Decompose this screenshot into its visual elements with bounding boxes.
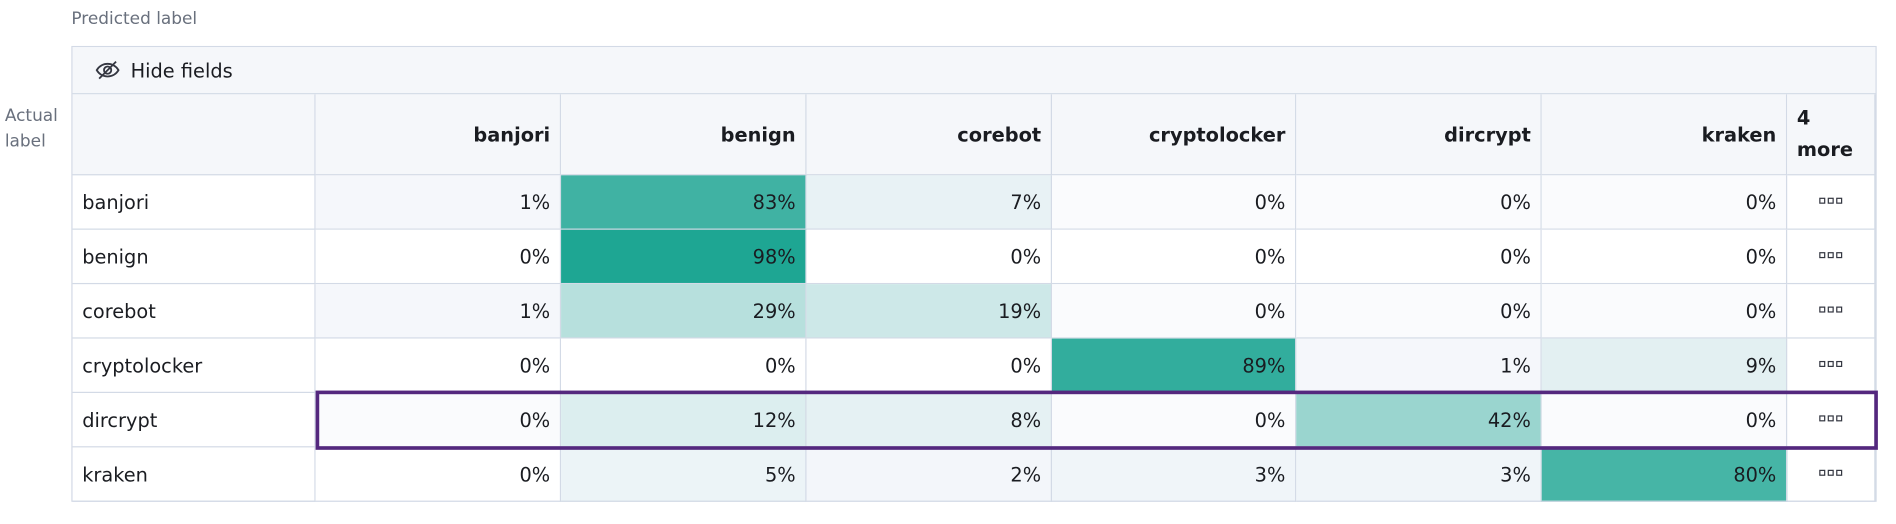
matrix-cell: 0%: [315, 338, 562, 393]
matrix-cell: 89%: [1052, 338, 1297, 393]
row-label: cryptolocker: [72, 338, 316, 393]
row-label: dircrypt: [72, 392, 316, 448]
row-actions[interactable]: [1787, 229, 1876, 285]
matrix-cell: 0%: [806, 229, 1053, 285]
row-label: banjori: [72, 175, 316, 230]
matrix-cell: 1%: [315, 175, 562, 230]
matrix-cell: 29%: [561, 284, 807, 339]
matrix-cell: 3%: [1052, 447, 1297, 502]
header-cell: [72, 94, 316, 176]
matrix-cell: 80%: [1541, 447, 1788, 502]
eye-closed-icon: [95, 61, 120, 80]
column-header[interactable]: dircrypt: [1296, 94, 1542, 176]
ellipsis-icon: [1819, 197, 1843, 204]
matrix-cell: 0%: [315, 229, 562, 285]
matrix-cell: 0%: [1541, 229, 1788, 285]
toolbar: Hide fields: [72, 47, 1876, 95]
matrix-cell: 7%: [806, 175, 1053, 230]
matrix-cell: 2%: [806, 447, 1053, 502]
matrix-cell: 1%: [1296, 338, 1542, 393]
column-header[interactable]: banjori: [315, 94, 562, 176]
column-header[interactable]: benign: [561, 94, 807, 176]
matrix-cell: 83%: [561, 175, 807, 230]
matrix-cell: 3%: [1296, 447, 1542, 502]
matrix-cell: 1%: [315, 284, 562, 339]
row-label: kraken: [72, 447, 316, 502]
matrix-cell: 0%: [1296, 284, 1542, 339]
row-actions[interactable]: [1787, 284, 1876, 339]
matrix-cell: 0%: [1052, 392, 1297, 448]
matrix-cell: 0%: [315, 447, 562, 502]
matrix-cell: 0%: [1541, 284, 1788, 339]
matrix-cell: 0%: [1541, 175, 1788, 230]
row-highlight: [315, 390, 1878, 450]
matrix-cell: 0%: [1052, 175, 1297, 230]
column-header[interactable]: corebot: [806, 94, 1053, 176]
matrix-cell: 0%: [1296, 229, 1542, 285]
row-actions[interactable]: [1787, 175, 1876, 230]
matrix-cell: 0%: [1296, 175, 1542, 230]
matrix-cell: 8%: [806, 392, 1053, 448]
actual-label: Actual label: [4, 106, 58, 152]
row-actions[interactable]: [1787, 447, 1876, 502]
column-header[interactable]: kraken: [1541, 94, 1788, 176]
matrix-cell: 9%: [1541, 338, 1788, 393]
matrix-cell: 5%: [561, 447, 807, 502]
row-actions[interactable]: [1787, 338, 1876, 393]
matrix-cell: 42%: [1296, 392, 1542, 448]
matrix-cell: 0%: [1541, 392, 1788, 448]
row-label: benign: [72, 229, 316, 285]
ellipsis-icon: [1819, 252, 1843, 259]
more-columns[interactable]: 4 more: [1787, 94, 1876, 176]
matrix-cell: 0%: [561, 338, 807, 393]
column-header[interactable]: cryptolocker: [1052, 94, 1297, 176]
predicted-label: Predicted label: [71, 9, 198, 30]
matrix-cell: 98%: [561, 229, 807, 285]
hide-fields-button[interactable]: Hide fields: [130, 58, 233, 82]
matrix-cell: 0%: [1052, 284, 1297, 339]
ellipsis-icon: [1819, 306, 1843, 313]
matrix-cell: 0%: [1052, 229, 1297, 285]
ellipsis-icon: [1819, 469, 1843, 476]
ellipsis-icon: [1819, 415, 1843, 422]
matrix-cell: 0%: [806, 338, 1053, 393]
ellipsis-icon: [1819, 360, 1843, 367]
matrix-cell: 19%: [806, 284, 1053, 339]
row-label: corebot: [72, 284, 316, 339]
matrix-cell: 0%: [315, 392, 562, 448]
